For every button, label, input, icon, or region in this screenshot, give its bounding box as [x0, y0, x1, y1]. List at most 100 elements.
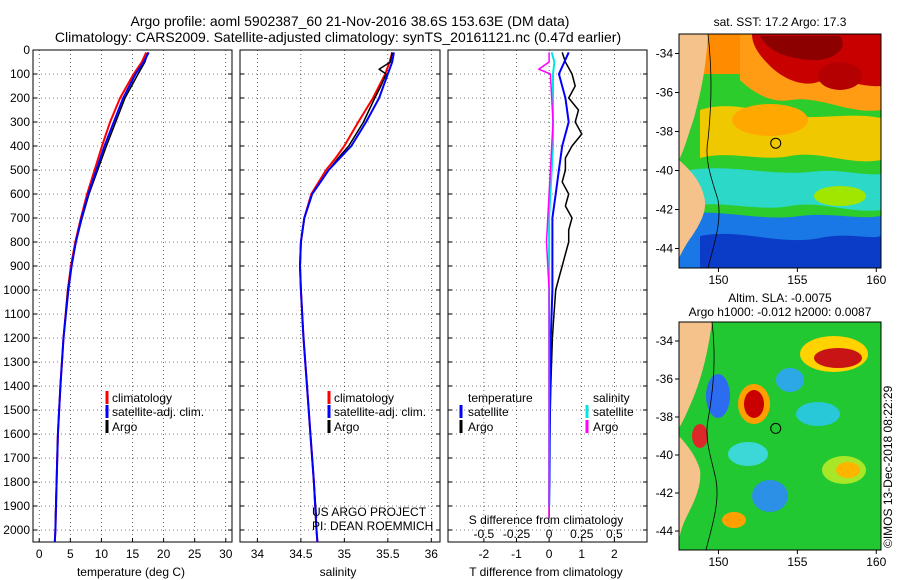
depth-tick-label: 1600 — [3, 427, 30, 441]
difference-plot-frame — [447, 49, 648, 543]
sla-low-coast — [706, 374, 730, 418]
salinity-panel: 34 34.5 35 35.5 36 salinity climatology sate… — [239, 49, 441, 579]
sla-shelf-contour — [705, 322, 718, 550]
legend-label-t-satellite: satellite — [468, 405, 509, 419]
series-line-satellite-adj-clim- — [299, 52, 395, 543]
x-tick-label: 20 — [157, 547, 171, 561]
sla-high-core — [814, 348, 862, 368]
depth-tick-label: 1200 — [3, 331, 30, 345]
depth-tick-label: 1900 — [3, 499, 30, 513]
depth-tick-label: 700 — [10, 211, 30, 225]
temperature-axis-ticks: 0 5 10 15 20 25 30 — [36, 547, 233, 561]
lat-tick-label: -42 — [656, 203, 674, 217]
salinity-gridlines — [240, 49, 440, 542]
lat-tick-label: -42 — [656, 486, 674, 500]
x-tick-label: 2 — [611, 547, 618, 561]
figure-title-line1: Argo profile: aoml 5902387_60 21-Nov-201… — [131, 13, 570, 29]
sst-map-title: sat. SST: 17.2 Argo: 17.3 — [714, 15, 847, 29]
temperature-plot-frame — [32, 49, 233, 543]
sst-orange-patch — [732, 104, 808, 136]
x-tick-label: 1 — [578, 547, 585, 561]
sla-map-subtitle: Argo h1000: -0.012 h2000: 0.0087 — [689, 305, 872, 319]
sla-map: Altim. SLA: -0.0075 Argo h1000: -0.012 h… — [656, 291, 887, 569]
depth-tick-label: 1300 — [3, 355, 30, 369]
x-tick-label: -1 — [511, 547, 522, 561]
sst-latitude-ticks: -34 -36 -38 -40 -42 -44 — [656, 47, 679, 256]
depth-tick-label: 1400 — [3, 379, 30, 393]
legend-label-s-satellite: satellite — [593, 405, 634, 419]
x-tick-label: 5 — [67, 547, 74, 561]
depth-tick-label: 900 — [10, 259, 30, 273]
sla-low-east — [796, 402, 840, 426]
sla-map-frame — [678, 321, 882, 551]
temperature-gridlines — [33, 49, 232, 542]
lat-tick-label: -40 — [656, 448, 674, 462]
lat-tick-label: -36 — [656, 86, 674, 100]
sla-low-south — [752, 480, 788, 512]
sla-land-south — [679, 436, 701, 540]
depth-tick-label: 1800 — [3, 475, 30, 489]
difference-legend-salinity: salinity satellite Argo — [585, 391, 634, 434]
legend-label-satellite: satellite-adj. clim. — [112, 405, 204, 419]
x-tick-label: 0 — [546, 547, 553, 561]
sla-longitude-ticks: 150 155 160 — [708, 550, 887, 569]
x-tick-label: 36 — [425, 547, 439, 561]
imos-credit: ©IMOS 13-Dec-2018 08:22:29 — [881, 385, 895, 548]
lon-tick-label: 155 — [787, 555, 807, 569]
depth-tick-label: 500 — [10, 163, 30, 177]
s-tick-label: -0.25 — [503, 527, 531, 541]
lat-tick-label: -34 — [656, 334, 674, 348]
sla-coastal-high — [692, 424, 708, 448]
salinity-profiles — [299, 52, 395, 543]
x-tick-label: 35.5 — [376, 547, 400, 561]
salinity-plot-frame — [239, 49, 441, 543]
sla-low-mid — [728, 442, 768, 466]
sla-land-north — [679, 322, 712, 428]
sst-map-frame — [678, 33, 882, 269]
temperature-axis-label: temperature (deg C) — [77, 565, 185, 579]
depth-tick-label: 1700 — [3, 451, 30, 465]
s-tick-label: 0 — [546, 527, 553, 541]
sst-longitude-ticks: 150 155 160 — [708, 268, 887, 287]
sla-low-north — [776, 368, 804, 392]
sst-land-north — [679, 34, 708, 160]
depth-tick-label: 2000 — [3, 523, 30, 537]
sst-green-patch — [814, 186, 866, 206]
lat-tick-label: -40 — [656, 164, 674, 178]
lat-tick-label: -36 — [656, 372, 674, 386]
legend-label-argo: Argo — [334, 420, 360, 434]
series-line-s-argo — [537, 52, 554, 518]
depth-tick-label: 1100 — [4, 307, 30, 321]
pi-credit: PI: DEAN ROEMMICH — [312, 519, 433, 533]
lat-tick-label: -38 — [656, 125, 674, 139]
difference-legend-temperature: temperature satellite Argo — [459, 391, 533, 434]
s-tick-label: -0.5 — [474, 527, 495, 541]
x-tick-label: 34 — [251, 547, 265, 561]
depth-tick-label: 1500 — [3, 403, 30, 417]
depth-tick-label: 100 — [10, 67, 30, 81]
depth-tick-label: 200 — [10, 91, 30, 105]
sst-cold-band — [700, 233, 881, 268]
s-tick-label: 0.5 — [606, 527, 623, 541]
depth-tick-label: 300 — [10, 115, 30, 129]
legend-title-temperature: temperature — [468, 391, 533, 405]
sla-warm-eddy — [744, 390, 764, 418]
sla-high-south — [836, 462, 860, 478]
x-tick-label: 0 — [36, 547, 43, 561]
sla-high-southwest — [722, 512, 746, 528]
depth-axis-ticks: 0 100 200 300 400 500 600 700 800 900 1000 1100 1200… — [3, 43, 30, 537]
lon-tick-label: 160 — [866, 555, 886, 569]
sst-land-south — [679, 160, 706, 258]
difference-panel: -2 -1 0 1 2 -0.5 -0.25 0 0.25 0.5 T difference f… — [447, 49, 648, 579]
series-line-t-argo — [548, 52, 583, 518]
temperature-panel: 0100200300400500600700800900100011001200… — [3, 43, 232, 579]
depth-tick-label: 0 — [23, 43, 30, 57]
s-difference-axis-label: S difference from climatology — [469, 513, 624, 527]
lon-tick-label: 155 — [787, 273, 807, 287]
depth-tick-label: 800 — [10, 235, 30, 249]
sst-warm-eddy — [818, 62, 862, 90]
figure-title-line2: Climatology: CARS2009. Satellite-adjuste… — [55, 29, 621, 45]
lon-tick-label: 160 — [866, 273, 886, 287]
sst-eac-hot — [760, 36, 843, 61]
